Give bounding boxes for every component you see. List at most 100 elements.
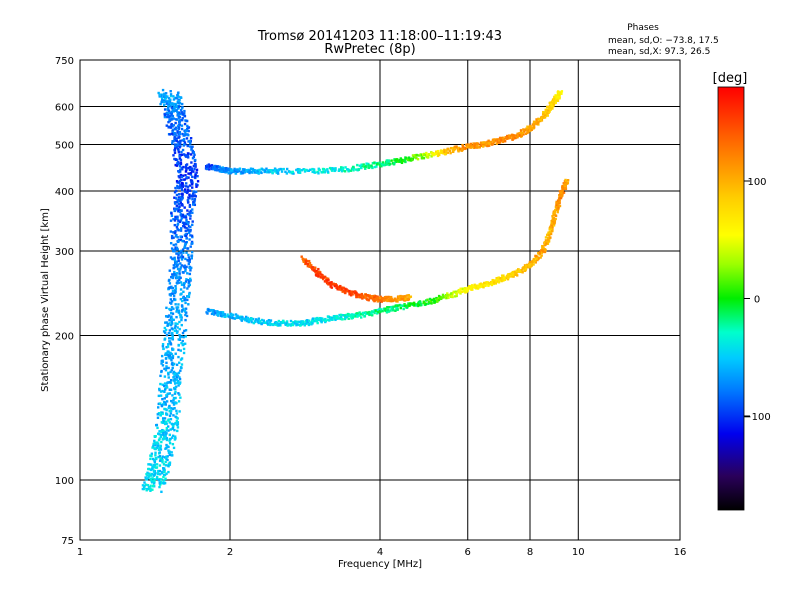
data-point xyxy=(360,292,363,296)
data-point xyxy=(385,159,389,162)
data-point xyxy=(225,166,228,170)
data-point xyxy=(465,145,469,149)
data-point xyxy=(304,258,307,261)
data-point xyxy=(449,151,452,155)
data-point xyxy=(272,323,276,326)
data-point xyxy=(510,133,514,137)
data-point xyxy=(500,137,503,140)
data-point xyxy=(352,290,355,293)
data-point xyxy=(190,181,193,184)
data-point xyxy=(334,318,337,322)
data-point xyxy=(165,386,169,389)
data-point xyxy=(162,431,165,435)
data-point xyxy=(389,309,392,312)
data-point xyxy=(177,202,181,206)
data-point xyxy=(164,401,167,404)
data-point xyxy=(154,447,157,451)
data-point xyxy=(183,264,186,267)
data-point xyxy=(564,182,567,186)
data-point xyxy=(180,153,184,156)
data-point xyxy=(171,322,174,325)
data-point xyxy=(171,129,174,132)
data-point xyxy=(177,193,181,196)
data-point xyxy=(212,310,215,314)
data-point xyxy=(396,296,400,299)
data-point xyxy=(184,307,188,310)
data-point xyxy=(177,126,181,129)
data-point xyxy=(175,137,178,140)
data-point xyxy=(184,182,188,185)
data-point xyxy=(348,314,352,317)
data-point xyxy=(487,139,490,142)
data-point xyxy=(340,168,343,171)
data-point xyxy=(400,160,404,163)
data-point xyxy=(237,316,241,319)
data-point xyxy=(146,474,149,477)
data-point xyxy=(182,139,186,142)
data-point xyxy=(169,343,173,346)
data-point xyxy=(172,398,175,402)
data-point xyxy=(430,302,433,305)
data-point xyxy=(173,209,176,212)
data-point xyxy=(164,447,167,450)
data-point xyxy=(381,163,385,167)
data-point xyxy=(180,198,183,201)
data-point xyxy=(558,190,562,193)
data-point xyxy=(176,184,179,188)
data-point xyxy=(231,169,234,172)
data-point xyxy=(160,359,163,363)
data-point xyxy=(167,103,171,106)
data-point xyxy=(316,170,319,174)
data-point xyxy=(162,463,166,466)
data-point xyxy=(164,460,167,464)
data-point xyxy=(178,179,182,183)
data-point xyxy=(322,167,326,171)
data-point xyxy=(384,307,387,310)
data-point xyxy=(309,265,312,268)
data-point xyxy=(305,262,308,265)
data-point xyxy=(255,171,259,174)
data-point xyxy=(195,168,199,172)
data-point xyxy=(436,152,439,156)
data-point xyxy=(177,149,180,152)
data-point xyxy=(162,103,166,107)
data-point xyxy=(183,141,187,144)
data-point xyxy=(163,367,166,371)
data-point xyxy=(163,436,166,439)
colorbar-tick-label: −100 xyxy=(743,412,770,423)
data-point xyxy=(410,302,414,305)
data-point xyxy=(183,190,187,193)
data-point xyxy=(367,163,370,167)
data-point xyxy=(303,322,307,325)
data-point xyxy=(188,139,192,143)
data-point xyxy=(191,198,194,201)
data-point xyxy=(434,150,438,153)
data-point xyxy=(180,175,184,179)
data-point xyxy=(555,200,558,204)
data-point xyxy=(318,168,321,172)
data-point xyxy=(193,167,196,171)
data-point xyxy=(190,148,193,151)
data-point xyxy=(445,150,448,153)
data-point xyxy=(399,306,402,310)
data-point xyxy=(211,167,214,171)
data-point xyxy=(404,297,407,301)
data-point xyxy=(511,270,515,274)
data-point xyxy=(540,249,543,252)
data-point xyxy=(180,150,183,154)
data-point xyxy=(177,116,181,119)
data-point xyxy=(459,292,462,295)
data-point xyxy=(153,473,156,477)
data-point xyxy=(424,302,428,306)
data-point xyxy=(539,118,542,122)
data-point xyxy=(163,397,166,400)
data-point xyxy=(357,293,360,296)
data-point xyxy=(220,168,224,171)
data-point xyxy=(151,488,154,491)
data-point xyxy=(383,295,387,299)
data-point xyxy=(434,152,437,155)
data-point xyxy=(228,316,232,319)
data-point xyxy=(512,275,515,278)
data-point xyxy=(187,303,190,306)
data-point xyxy=(447,296,450,299)
